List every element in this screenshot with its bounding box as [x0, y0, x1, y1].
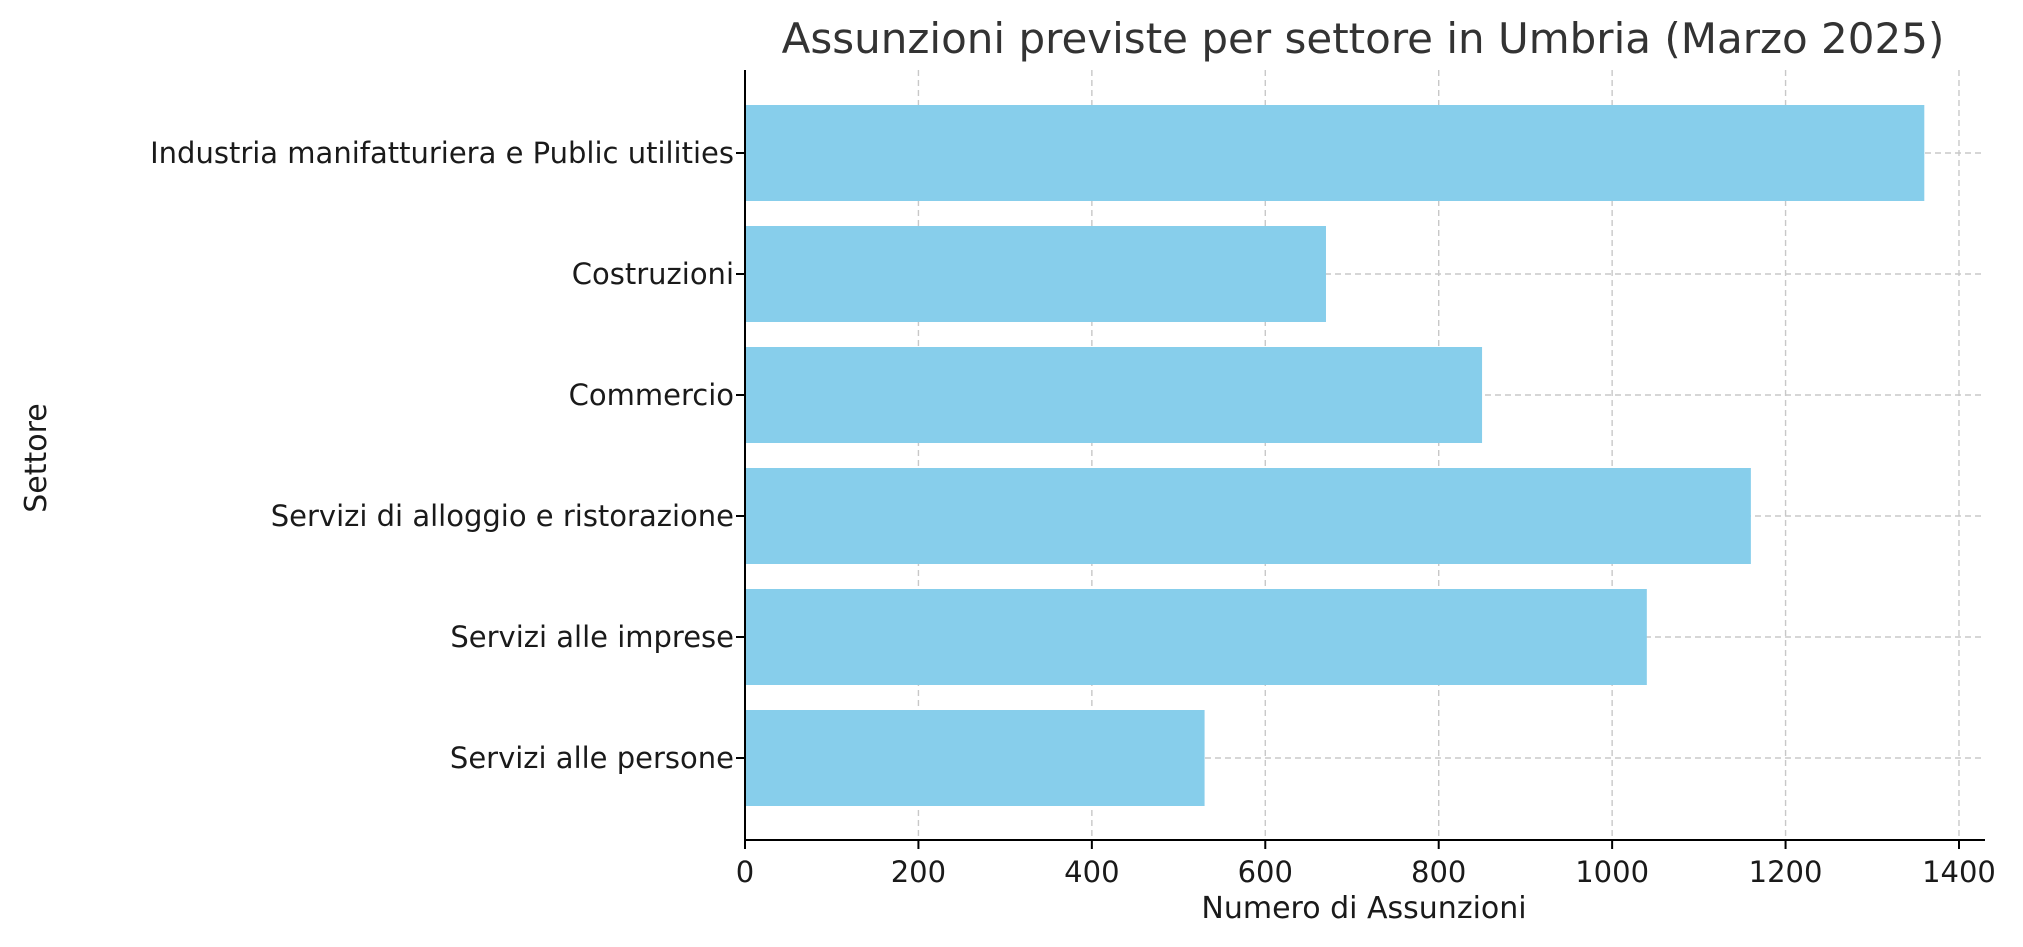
- bar: [745, 105, 1925, 201]
- axes-layer: [744, 70, 1985, 841]
- y-axis-title: Settore: [19, 403, 54, 513]
- y-tick-label: Costruzioni: [572, 257, 734, 291]
- y-tick-label: Commercio: [569, 378, 734, 412]
- y-tick-label: Industria manifatturiera e Public utilit…: [150, 136, 734, 170]
- ticks-layer: 0 200 400 600 800 1000 1200 1400 Industria manif…: [150, 136, 1996, 889]
- x-tick-label: 800: [1411, 855, 1466, 889]
- x-tick-label: 400: [1064, 855, 1119, 889]
- bar: [745, 468, 1751, 564]
- x-tick-label: 200: [891, 855, 946, 889]
- x-axis-title: Numero di Assunzioni: [1201, 891, 1526, 926]
- bar: [745, 710, 1205, 806]
- x-tick-label: 1000: [1575, 855, 1649, 889]
- bar: [745, 226, 1326, 322]
- x-tick-label: 0: [736, 855, 754, 889]
- x-tick-label: 1200: [1749, 855, 1823, 889]
- y-tick-label: Servizi di alloggio e ristorazione: [271, 499, 734, 533]
- x-tick-label: 1400: [1922, 855, 1996, 889]
- y-tick-label: Servizi alle imprese: [450, 620, 734, 654]
- bar: [745, 589, 1647, 685]
- bars-layer: [745, 105, 1925, 806]
- bar: [745, 347, 1483, 443]
- x-tick-label: 600: [1238, 855, 1293, 889]
- y-tick-label: Servizi alle persone: [450, 741, 734, 775]
- chart-title: Assunzioni previste per settore in Umbri…: [782, 14, 1945, 63]
